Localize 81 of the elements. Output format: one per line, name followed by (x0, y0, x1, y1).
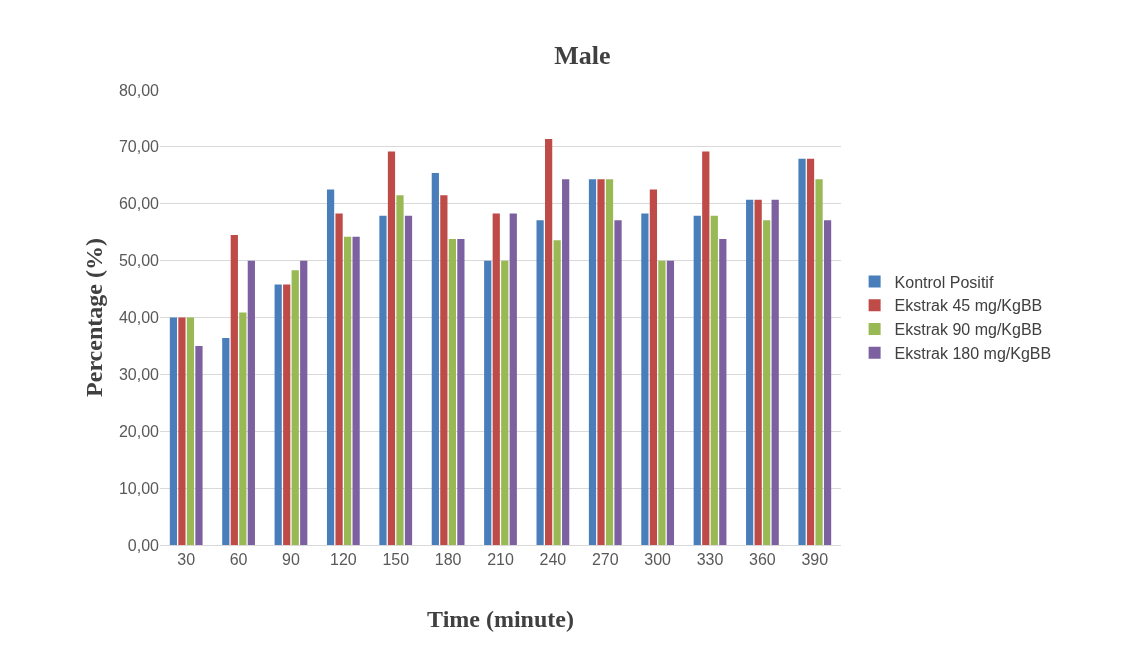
legend-label: Ekstrak 90 mg/KgBB (894, 321, 1043, 339)
x-tick-label: 120 (330, 551, 357, 569)
bar (448, 239, 456, 545)
bar (823, 220, 832, 545)
bar (771, 199, 779, 545)
bar (484, 260, 492, 545)
bar (509, 213, 517, 545)
bar (798, 158, 806, 545)
bar (588, 179, 597, 545)
bar (815, 179, 823, 545)
chart-title: Male (554, 41, 611, 71)
bar (501, 260, 509, 545)
x-tick-label: 150 (382, 551, 410, 569)
y-tick-label: 60,00 (118, 195, 160, 213)
x-tick-label: 30 (177, 551, 196, 569)
bar (440, 195, 448, 545)
x-tick-label: 60 (229, 551, 248, 569)
bar (352, 236, 360, 545)
bar (666, 260, 675, 545)
legend-label: Ekstrak 45 mg/KgBB (894, 297, 1043, 315)
bar (300, 260, 308, 545)
bar (754, 199, 762, 545)
y-tick-label: 70,00 (118, 138, 160, 156)
bar (396, 195, 404, 545)
legend-label: Ekstrak 180 mg/KgBB (894, 345, 1052, 363)
y-tick-label: 80,00 (118, 81, 160, 99)
bar (763, 220, 771, 545)
bar (492, 213, 500, 545)
bar (335, 213, 343, 545)
x-tick-label: 210 (487, 551, 514, 569)
bar (326, 189, 335, 545)
bar (719, 239, 727, 545)
bar (169, 317, 178, 545)
bar (178, 317, 186, 545)
y-tick-label: 50,00 (118, 252, 160, 270)
bar (641, 213, 649, 545)
bar (545, 138, 553, 545)
bar (230, 235, 238, 545)
bar (649, 189, 658, 545)
bar (222, 337, 230, 545)
bar (746, 199, 754, 545)
bar (387, 151, 396, 545)
bar (274, 284, 282, 545)
y-axis-title: Percentage (%) (81, 238, 107, 397)
x-tick-label: 240 (539, 551, 567, 569)
bar (404, 215, 413, 545)
y-tick-label: 0,00 (127, 536, 160, 554)
bar (195, 345, 203, 545)
bar (343, 236, 352, 545)
bar (658, 260, 666, 545)
bar (247, 260, 255, 545)
bar (283, 284, 291, 545)
bar (457, 239, 465, 545)
bar (710, 215, 718, 545)
bar (597, 179, 605, 545)
bar (614, 220, 622, 545)
legend-label: Kontrol Positif (894, 273, 994, 291)
x-axis-title: Time (minute) (427, 606, 574, 632)
bar (186, 317, 195, 545)
x-tick-label: 300 (644, 551, 672, 569)
bar (562, 179, 570, 545)
bar (239, 312, 247, 545)
y-tick-label: 30,00 (118, 365, 160, 383)
bar (806, 158, 815, 545)
y-tick-label: 20,00 (118, 422, 160, 440)
x-tick-label: 180 (434, 551, 462, 569)
bar (536, 220, 544, 545)
x-tick-label: 390 (801, 551, 829, 569)
bar (553, 240, 561, 545)
x-tick-label: 330 (696, 551, 724, 569)
bar (431, 173, 439, 545)
bar (605, 179, 614, 545)
bar (379, 215, 387, 545)
bar (291, 270, 299, 545)
x-tick-label: 90 (282, 551, 300, 569)
bar (693, 215, 701, 545)
x-tick-label: 270 (591, 551, 619, 569)
x-tick-label: 360 (749, 551, 776, 569)
bar (702, 151, 710, 545)
y-tick-label: 10,00 (118, 479, 160, 497)
y-tick-label: 40,00 (118, 309, 160, 327)
